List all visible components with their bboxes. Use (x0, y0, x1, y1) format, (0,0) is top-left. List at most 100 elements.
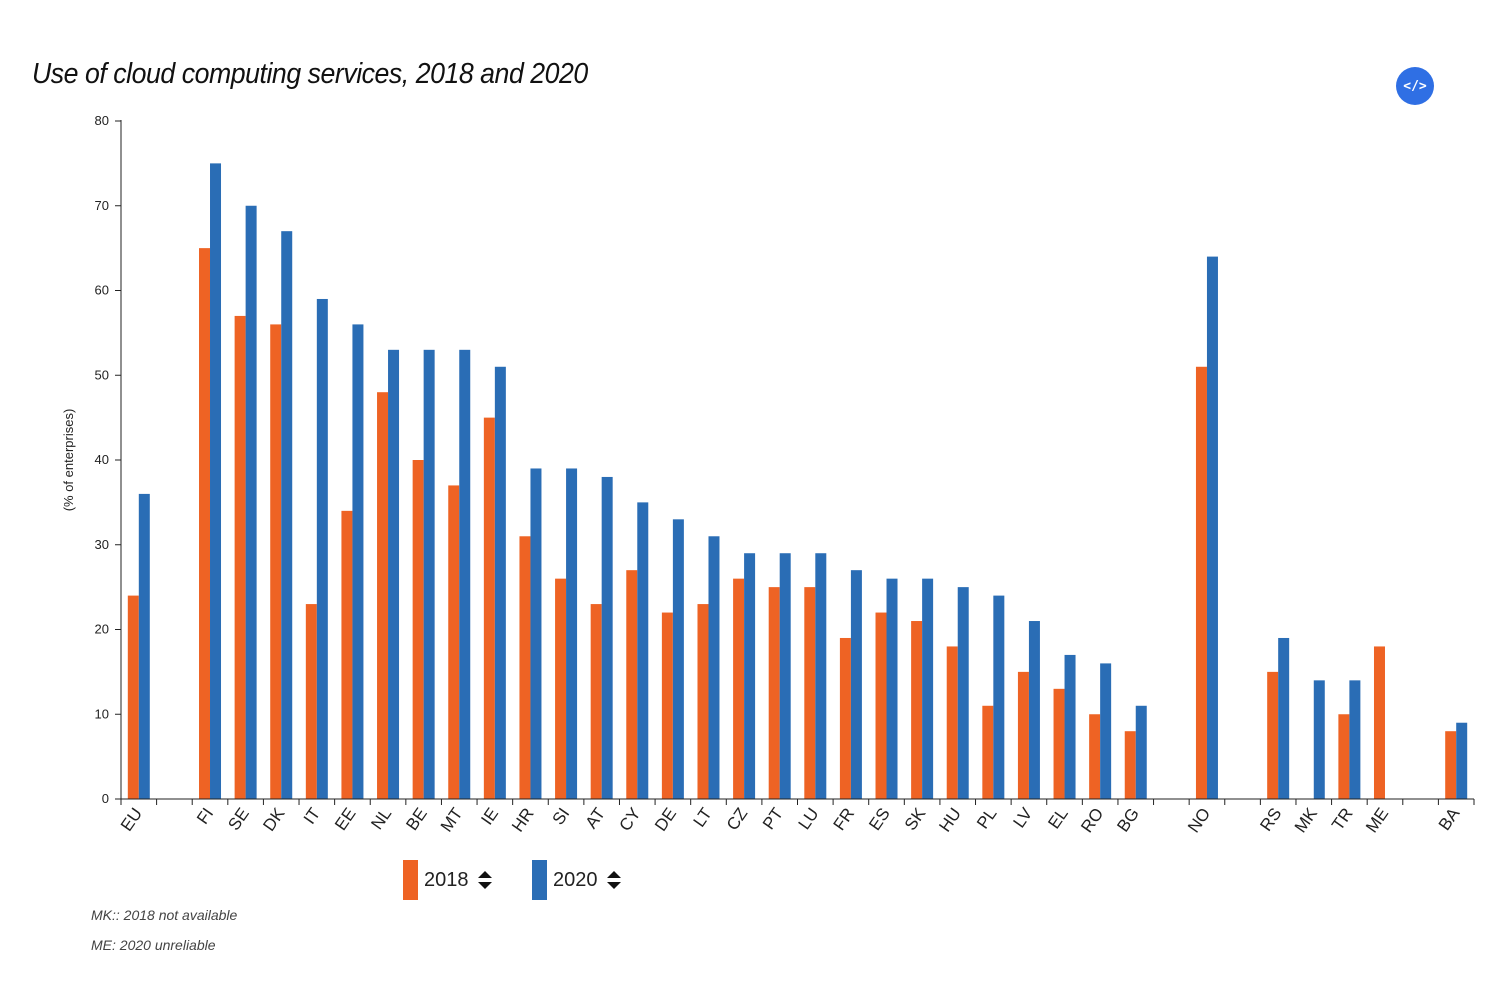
bar-2020-SK[interactable] (922, 578, 934, 799)
legend-label-2018: 2018 (424, 868, 469, 891)
bar-2020-EL[interactable] (1064, 654, 1076, 799)
bar-2018-RO[interactable] (1089, 714, 1101, 799)
bar-2018-SK[interactable] (911, 621, 923, 799)
bar-2020-TR[interactable] (1349, 680, 1361, 799)
bar-2020-DK[interactable] (281, 231, 293, 800)
bar-2020-LU[interactable] (815, 553, 827, 799)
bar-2018-AT[interactable] (590, 604, 602, 799)
y-tick-label: 10 (95, 706, 109, 721)
legend: 2018 2020 (0, 860, 1500, 900)
bar-2018-SE[interactable] (234, 315, 246, 799)
bar-2018-EU[interactable] (127, 595, 139, 799)
bar-2018-SI[interactable] (555, 578, 567, 799)
bar-2018-LT[interactable] (697, 604, 709, 799)
bar-2020-NO[interactable] (1206, 256, 1218, 800)
sort-updown-icon[interactable] (477, 869, 493, 891)
bar-2020-CZ[interactable] (744, 553, 756, 799)
bar-2020-PT[interactable] (779, 553, 791, 799)
x-tick-label-RO: RO (1077, 804, 1107, 836)
bar-2020-EE[interactable] (352, 324, 364, 799)
bar-2020-ES[interactable] (886, 578, 898, 799)
bar-2018-NL[interactable] (377, 392, 389, 799)
bars-group (127, 163, 1468, 800)
bar-2018-ME[interactable] (1373, 646, 1385, 799)
bar-2018-HU[interactable] (946, 646, 958, 799)
y-tick-label: 70 (95, 198, 109, 213)
bar-2018-FI[interactable] (199, 248, 211, 799)
bar-2018-MT[interactable] (448, 485, 460, 799)
x-tick-label-BG: BG (1113, 804, 1143, 835)
bar-2018-DK[interactable] (270, 324, 282, 799)
legend-item-2018[interactable]: 2018 (403, 860, 493, 900)
bar-2020-LV[interactable] (1028, 621, 1040, 799)
bar-2020-NL[interactable] (388, 349, 400, 799)
legend-item-2020[interactable]: 2020 (532, 860, 622, 900)
bar-2020-LT[interactable] (708, 536, 720, 799)
x-tick-label-BE: BE (402, 804, 431, 833)
x-tick-label-PL: PL (973, 804, 1000, 832)
sort-updown-icon[interactable] (606, 869, 622, 891)
x-tick-label-ES: ES (865, 804, 894, 833)
bar-2018-LU[interactable] (804, 587, 816, 799)
bar-2018-RS[interactable] (1267, 671, 1279, 799)
x-tick-label-FR: FR (830, 804, 859, 833)
bar-2018-FR[interactable] (839, 637, 851, 799)
bar-2018-IE[interactable] (483, 417, 495, 799)
bar-2020-BA[interactable] (1456, 722, 1468, 799)
bar-2020-SI[interactable] (566, 468, 578, 799)
bar-2020-MK[interactable] (1313, 680, 1325, 799)
legend-swatch-2018 (403, 860, 418, 900)
bar-2018-HR[interactable] (519, 536, 531, 799)
bar-2020-IE[interactable] (494, 366, 506, 799)
bar-2020-FI[interactable] (210, 163, 222, 799)
x-tick-label-SI: SI (549, 804, 574, 828)
bar-2018-BA[interactable] (1445, 731, 1457, 799)
x-tick-label-SE: SE (224, 804, 253, 833)
x-tick-label-PT: PT (759, 804, 787, 833)
bar-2018-BE[interactable] (412, 460, 424, 799)
bar-2020-PL[interactable] (993, 595, 1005, 799)
embed-code-button[interactable]: </> (1396, 67, 1434, 105)
x-tick-label-DE: DE (651, 804, 680, 834)
bar-2020-MT[interactable] (459, 349, 471, 799)
bar-2020-EU[interactable] (138, 493, 150, 799)
x-tick-label-HR: HR (508, 804, 538, 835)
bar-2018-TR[interactable] (1338, 714, 1350, 799)
bar-2018-EE[interactable] (341, 510, 353, 799)
bar-2020-DE[interactable] (672, 519, 684, 799)
x-tick-label-RS: RS (1256, 804, 1285, 834)
bar-2018-CY[interactable] (626, 570, 638, 799)
bar-2020-IT[interactable] (316, 298, 328, 799)
bar-chart: 0 10 20 30 40 50 60 70 80 EU FI SE DK IT EE NL BE MT IE HR… (61, 113, 1475, 836)
footnote: MK:: 2018 not available (91, 907, 238, 923)
x-tick-label-TR: TR (1328, 804, 1357, 833)
footnote: ME: 2020 unreliable (91, 937, 216, 953)
bar-2020-AT[interactable] (601, 476, 613, 799)
bar-2018-LV[interactable] (1017, 671, 1029, 799)
bar-2018-CZ[interactable] (733, 578, 745, 799)
bar-2018-PT[interactable] (768, 587, 780, 799)
x-tick-label-HU: HU (935, 804, 965, 835)
bar-2020-SE[interactable] (245, 205, 257, 799)
bar-2020-RO[interactable] (1100, 663, 1112, 799)
bar-2020-HU[interactable] (957, 587, 969, 799)
bar-2020-BE[interactable] (423, 349, 435, 799)
bar-2018-ES[interactable] (875, 612, 887, 799)
x-tick-label-LT: LT (690, 804, 716, 830)
x-tick-label-EE: EE (331, 804, 360, 833)
y-axis-label: (% of enterprises) (61, 409, 76, 512)
x-tick-label-BA: BA (1435, 804, 1464, 834)
bar-2020-RS[interactable] (1278, 637, 1290, 799)
bar-2018-IT[interactable] (305, 604, 317, 799)
bar-2018-EL[interactable] (1053, 688, 1065, 799)
x-tick-label-CZ: CZ (723, 804, 752, 833)
bar-2018-NO[interactable] (1195, 366, 1207, 799)
bar-2020-BG[interactable] (1135, 705, 1147, 799)
bar-2020-HR[interactable] (530, 468, 542, 799)
bar-2018-PL[interactable] (982, 705, 994, 799)
bar-2018-BG[interactable] (1124, 731, 1136, 799)
bar-2020-CY[interactable] (637, 502, 649, 799)
x-tick-label-FI: FI (193, 804, 217, 827)
bar-2020-FR[interactable] (850, 570, 862, 799)
bar-2018-DE[interactable] (661, 612, 673, 799)
